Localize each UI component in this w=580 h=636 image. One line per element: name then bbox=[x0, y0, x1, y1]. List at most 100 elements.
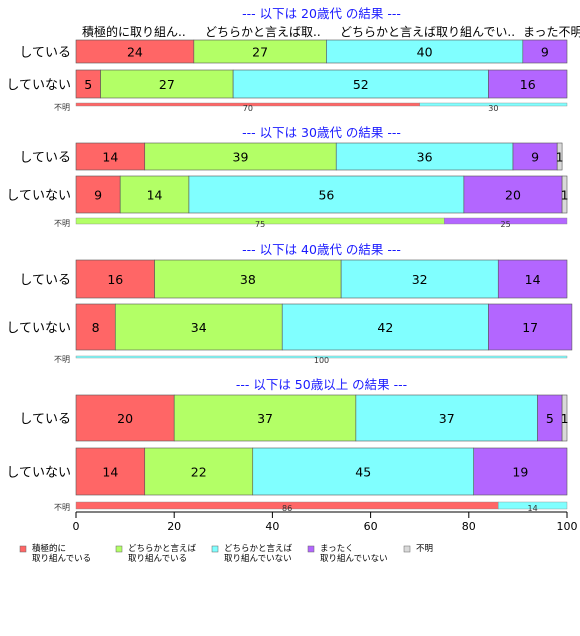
x-tick-label: 40 bbox=[265, 520, 279, 533]
x-tick-label: 80 bbox=[462, 520, 476, 533]
unknown-data-label: 25 bbox=[501, 220, 511, 229]
bar-segment bbox=[512, 142, 558, 171]
unknown-bar-segment bbox=[419, 102, 568, 107]
unknown-bar-segment bbox=[75, 355, 568, 359]
data-label: 56 bbox=[318, 188, 334, 203]
bar-segment bbox=[75, 69, 101, 99]
bar-segment bbox=[473, 447, 568, 496]
data-label: 22 bbox=[191, 465, 207, 480]
panel-title: --- 以下は 30歳代 の結果 --- bbox=[242, 125, 401, 140]
unknown-row-label: 不明 bbox=[54, 355, 70, 364]
data-label: 9 bbox=[531, 150, 539, 165]
bar-segment bbox=[522, 39, 568, 64]
data-label: 9 bbox=[94, 188, 102, 203]
data-label: 16 bbox=[107, 272, 123, 287]
data-label: 34 bbox=[191, 320, 207, 335]
data-label: 9 bbox=[541, 45, 549, 60]
bar-segment bbox=[497, 259, 568, 299]
bar-segment bbox=[154, 259, 342, 299]
data-label: 17 bbox=[522, 320, 538, 335]
bar-segment bbox=[556, 142, 563, 171]
data-label: 42 bbox=[377, 320, 393, 335]
data-label: 1 bbox=[561, 188, 569, 203]
bar-segment bbox=[232, 69, 489, 99]
data-label: 14 bbox=[147, 188, 163, 203]
unknown-row-label: 不明 bbox=[54, 503, 70, 512]
panel-title: --- 以下は 20歳代 の結果 --- bbox=[242, 6, 401, 21]
bar-segment bbox=[75, 394, 175, 442]
bar-segment bbox=[488, 303, 573, 351]
data-label: 14 bbox=[102, 465, 118, 480]
bar-segment bbox=[144, 142, 337, 171]
bar-segment bbox=[75, 447, 146, 496]
data-label: 16 bbox=[520, 77, 536, 92]
bar-segment bbox=[188, 175, 465, 214]
bar-segment bbox=[75, 142, 146, 171]
unknown-data-label: 75 bbox=[255, 220, 265, 229]
unknown-row-label: 不明 bbox=[54, 103, 70, 112]
bar-segment bbox=[561, 175, 568, 214]
data-label: 36 bbox=[417, 150, 433, 165]
data-label: 5 bbox=[546, 411, 554, 426]
x-tick-label: 60 bbox=[364, 520, 378, 533]
data-label: 14 bbox=[102, 150, 118, 165]
header-label: まった不明 bbox=[523, 25, 580, 39]
bar-segment bbox=[488, 69, 568, 99]
row-label: していない bbox=[6, 321, 71, 336]
legend-swatch bbox=[211, 545, 219, 553]
bar-segment bbox=[100, 69, 234, 99]
legend-label: 積極的に bbox=[32, 543, 66, 554]
unknown-bar-segment bbox=[444, 217, 568, 225]
header-label: 積極的に取り組ん.. bbox=[82, 24, 186, 39]
bar-segment bbox=[75, 175, 121, 214]
legend-label: どちらかと言えば bbox=[128, 543, 197, 554]
data-label: 24 bbox=[127, 45, 143, 60]
legend-label: どちらかと言えば bbox=[224, 543, 293, 554]
row-label: している bbox=[19, 273, 71, 288]
bar-segment bbox=[355, 394, 538, 442]
legend-label: 不明 bbox=[416, 544, 433, 554]
bar-segment bbox=[75, 259, 155, 299]
row-label: していない bbox=[6, 189, 71, 204]
panel-title: --- 以下は 50歳以上 の結果 --- bbox=[236, 377, 407, 392]
data-label: 5 bbox=[84, 77, 92, 92]
data-label: 45 bbox=[355, 465, 371, 480]
panel-title: --- 以下は 40歳代 の結果 --- bbox=[242, 242, 401, 257]
unknown-data-label: 14 bbox=[528, 504, 538, 513]
legend-swatch bbox=[403, 545, 411, 553]
data-label: 14 bbox=[525, 272, 541, 287]
bar-segment bbox=[281, 303, 489, 351]
legend-label: まったく bbox=[320, 544, 354, 554]
legend-label: 取り組んでいる bbox=[128, 553, 187, 564]
data-label: 27 bbox=[159, 77, 175, 92]
x-tick-label: 0 bbox=[73, 520, 80, 533]
unknown-row-label: 不明 bbox=[54, 219, 70, 228]
data-label: 27 bbox=[252, 45, 268, 60]
header-label: どちらかと言えば取り組んでい.. bbox=[340, 25, 515, 39]
row-label: している bbox=[19, 412, 71, 427]
data-label: 40 bbox=[417, 45, 433, 60]
data-label: 32 bbox=[412, 272, 428, 287]
data-label: 1 bbox=[556, 150, 564, 165]
data-label: 37 bbox=[257, 411, 273, 426]
unknown-data-label: 70 bbox=[243, 104, 253, 113]
data-label: 8 bbox=[92, 320, 100, 335]
row-label: していない bbox=[6, 466, 71, 481]
x-tick-label: 20 bbox=[167, 520, 181, 533]
unknown-bar-segment bbox=[498, 501, 568, 510]
data-label: 20 bbox=[117, 411, 133, 426]
row-label: していない bbox=[6, 78, 71, 93]
bar-segment bbox=[252, 447, 475, 496]
data-label: 38 bbox=[240, 272, 256, 287]
unknown-data-label: 100 bbox=[314, 356, 329, 365]
legend-label: 取り組んでいない bbox=[224, 553, 292, 564]
unknown-data-label: 30 bbox=[488, 104, 498, 113]
legend-swatch bbox=[115, 545, 123, 553]
x-tick-label: 100 bbox=[557, 520, 578, 533]
legend-swatch bbox=[19, 545, 27, 553]
bar-segment bbox=[119, 175, 190, 214]
header-label: どちらかと言えば取.. bbox=[205, 25, 321, 39]
bar-segment bbox=[340, 259, 499, 299]
data-label: 20 bbox=[505, 188, 521, 203]
